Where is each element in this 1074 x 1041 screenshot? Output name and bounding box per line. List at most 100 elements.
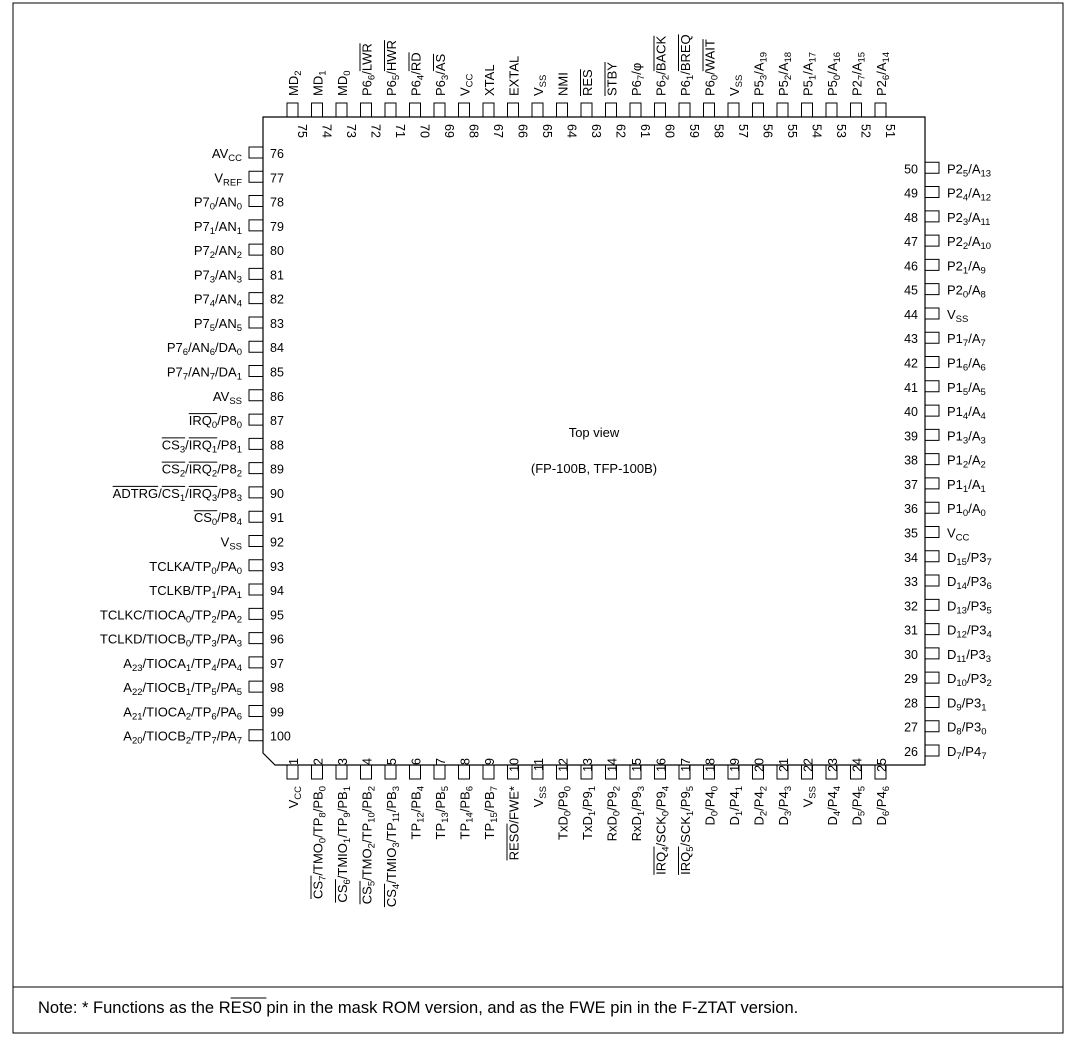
pin-label: P16/A6 bbox=[947, 356, 986, 374]
footnote-text: Note: * Functions as the RES0 pin in the… bbox=[38, 999, 798, 1017]
pin-label: P76/AN6/DA0 bbox=[167, 340, 242, 358]
pin-number: 57 bbox=[736, 124, 750, 138]
pin-pad bbox=[248, 437, 263, 450]
pin-number: 13 bbox=[581, 758, 595, 772]
pin-label: NMI bbox=[556, 72, 571, 96]
svg-text:P76/AN6/DA0: P76/AN6/DA0 bbox=[167, 340, 242, 358]
svg-text:P75/AN5: P75/AN5 bbox=[194, 316, 242, 334]
svg-text:P16/A6: P16/A6 bbox=[947, 356, 986, 374]
pin-pad bbox=[925, 356, 940, 369]
pin-87: 87 IRQ0/P80 bbox=[188, 413, 284, 431]
svg-text:D4/P44: D4/P44 bbox=[825, 786, 843, 826]
svg-text:RESO/FWE*: RESO/FWE* bbox=[507, 786, 522, 860]
pin-label: P21/A9 bbox=[947, 258, 986, 276]
pin-pad bbox=[925, 404, 940, 417]
pin-number: 15 bbox=[630, 758, 644, 772]
pin-number: 19 bbox=[728, 758, 742, 772]
svg-text:P77/AN7/DA1: P77/AN7/DA1 bbox=[167, 365, 242, 383]
pin-43: 43 P17/A7 bbox=[904, 331, 986, 349]
pin-label: D9/P31 bbox=[947, 695, 987, 713]
pin-8: 8 TP14/PB6 bbox=[458, 758, 476, 840]
pin-label: P67/φ bbox=[629, 63, 647, 96]
pin-number: 45 bbox=[904, 284, 918, 298]
pin-pad bbox=[311, 765, 323, 780]
pin-pad bbox=[605, 765, 617, 780]
note-prefix: Note: * Functions as the bbox=[38, 999, 219, 1017]
pin-number: 39 bbox=[904, 429, 918, 443]
pin-label: TCLKA/TP0/PA0 bbox=[149, 559, 242, 577]
package-label: (FP-100B, TFP-100B) bbox=[531, 461, 657, 476]
pin-label: P50/A16 bbox=[825, 52, 843, 96]
svg-text:A21/TIOCA2/TP6/PA6: A21/TIOCA2/TP6/PA6 bbox=[123, 704, 242, 722]
pin-55: 55 P52/A18 bbox=[776, 52, 799, 138]
pin-label: P27/A15 bbox=[850, 52, 868, 96]
pin-pad bbox=[925, 428, 940, 441]
pin-pad bbox=[925, 671, 940, 684]
pin-89: 89 CS2/IRQ2/P82 bbox=[161, 461, 284, 480]
pin-39: 39 P13/A3 bbox=[904, 428, 986, 446]
pin-label: TCLKD/TIOCB0/TP3/PA3 bbox=[100, 632, 242, 650]
pin-label: D13/P35 bbox=[947, 598, 992, 616]
pin-number: 61 bbox=[638, 124, 652, 138]
pin-pad bbox=[874, 765, 887, 780]
svg-text:D2/P42: D2/P42 bbox=[752, 786, 770, 826]
pin-22: 22 VSS bbox=[801, 758, 819, 807]
pin-36: 36 P10/A0 bbox=[904, 501, 986, 519]
pin-21: 21 D3/P43 bbox=[776, 758, 794, 826]
pin-pad bbox=[925, 501, 940, 514]
pin-pad bbox=[825, 102, 838, 117]
pin-number: 53 bbox=[834, 124, 848, 138]
pin-number: 3 bbox=[336, 758, 350, 765]
pin-28: 28 D9/P31 bbox=[904, 695, 986, 713]
pin-number: 69 bbox=[442, 124, 456, 138]
pin-pad bbox=[248, 656, 263, 669]
pin-label: P11/A1 bbox=[947, 477, 986, 495]
svg-text:D15/P37: D15/P37 bbox=[947, 550, 992, 568]
pin-pad bbox=[248, 316, 263, 329]
pin-13: 13 TxD1/P91 bbox=[580, 758, 598, 840]
pin-label: D1/P41 bbox=[727, 786, 745, 826]
top-view-label: Top view bbox=[569, 425, 620, 440]
pin-57: 57 VSS bbox=[727, 75, 750, 138]
pin-label: CS5/TMO2/TP10/PB2 bbox=[359, 786, 378, 905]
svg-text:P15/A5: P15/A5 bbox=[947, 380, 986, 398]
pin-66: 66 EXTAL bbox=[507, 56, 530, 138]
svg-text:TxD0/P90: TxD0/P90 bbox=[556, 786, 574, 840]
pin-label: P14/A4 bbox=[947, 404, 986, 422]
pin-pad bbox=[580, 765, 593, 780]
pin-number: 58 bbox=[712, 124, 726, 138]
pin-pad bbox=[727, 765, 740, 780]
pin-34: 34 D15/P37 bbox=[904, 550, 992, 568]
pin-number: 28 bbox=[904, 696, 918, 710]
pin-11: 11 VSS bbox=[531, 758, 549, 807]
svg-text:RES: RES bbox=[580, 69, 595, 96]
pin-number: 71 bbox=[393, 124, 407, 138]
svg-text:MD0: MD0 bbox=[335, 70, 353, 96]
pin-17: 17 IRQ5/SCK1/P95 bbox=[678, 758, 696, 875]
svg-text:D10/P32: D10/P32 bbox=[947, 671, 992, 689]
pin-label: CS7/TMO0/TP8/PB0 bbox=[310, 786, 329, 899]
pin-number: 49 bbox=[904, 187, 918, 201]
svg-text:P27/A15: P27/A15 bbox=[850, 52, 868, 96]
pin-label: A20/TIOCB2/TP7/PA7 bbox=[123, 729, 242, 747]
svg-text:IRQ5/SCK1/P95: IRQ5/SCK1/P95 bbox=[678, 786, 696, 875]
svg-text:XTAL: XTAL bbox=[482, 64, 497, 96]
pin-number: 36 bbox=[904, 502, 918, 516]
pin-number: 50 bbox=[904, 162, 918, 176]
pin-label: RES bbox=[580, 69, 595, 96]
pin-label: A22/TIOCB1/TP5/PA5 bbox=[123, 680, 242, 698]
pin-pad bbox=[531, 765, 544, 780]
svg-text:D14/P36: D14/P36 bbox=[947, 574, 992, 592]
pin-pad bbox=[850, 765, 862, 780]
pin-29: 29 D10/P32 bbox=[904, 671, 992, 689]
pin-78: 78 P70/AN0 bbox=[194, 195, 284, 213]
pin-number: 74 bbox=[320, 124, 334, 138]
svg-text:P61/BREQ: P61/BREQ bbox=[678, 34, 696, 96]
svg-text:CS3/IRQ1/P81: CS3/IRQ1/P81 bbox=[162, 437, 242, 455]
svg-text:P20/A8: P20/A8 bbox=[947, 283, 986, 301]
pin-label: P24/A12 bbox=[947, 186, 991, 204]
pin-number: 77 bbox=[270, 171, 284, 185]
pin-3: 3 CS6/TMIO1/TP9/PB1 bbox=[335, 758, 353, 903]
pin-label: CS0/P84 bbox=[193, 510, 242, 528]
pin-label: P66/LWR bbox=[359, 43, 378, 96]
